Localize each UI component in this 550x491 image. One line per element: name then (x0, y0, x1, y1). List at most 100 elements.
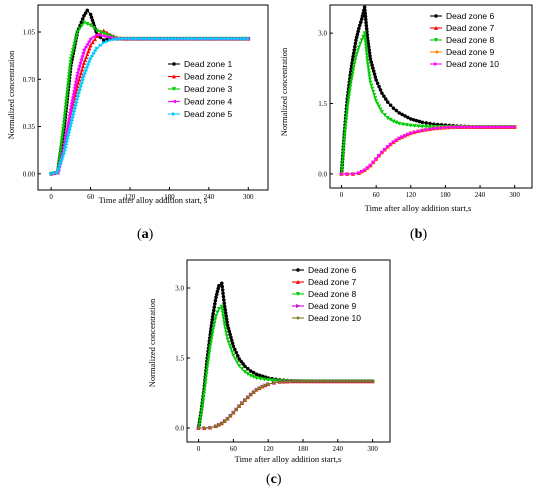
data-point (92, 37, 97, 42)
legend-label: Dead zone 6 (308, 265, 356, 275)
data-point (229, 335, 233, 340)
data-point (79, 57, 84, 62)
data-point (52, 171, 57, 176)
data-point (364, 50, 369, 55)
data-point (229, 338, 234, 343)
data-point (352, 61, 357, 66)
data-point (85, 52, 90, 57)
data-point (374, 99, 379, 104)
data-point (367, 74, 372, 79)
legend-label: Dead zone 9 (446, 47, 494, 57)
panel-b-ylabel: Normalized concentration (279, 47, 289, 136)
data-point (208, 425, 213, 430)
panel-c: Normalized concentration Time after allo… (147, 259, 391, 487)
data-point (95, 28, 100, 33)
x-tick-label: 300 (243, 193, 254, 201)
data-point (144, 36, 149, 41)
data-point (233, 347, 237, 352)
data-point (371, 69, 376, 73)
data-point (80, 50, 85, 55)
data-point (124, 36, 129, 41)
x-tick-label: 300 (367, 445, 378, 453)
data-point (83, 11, 88, 15)
data-point (365, 165, 370, 170)
data-point (75, 97, 80, 102)
data-point (231, 353, 236, 358)
data-point (363, 14, 368, 19)
legend-marker (171, 87, 177, 92)
data-point (364, 23, 369, 28)
data-point (88, 23, 93, 28)
data-point (221, 294, 226, 299)
data-point (277, 379, 282, 384)
data-point (73, 39, 78, 44)
data-point (209, 337, 214, 342)
data-point (233, 357, 238, 362)
x-tick-label: 120 (263, 445, 274, 453)
x-tick-label: 0 (340, 191, 344, 199)
data-point (363, 8, 367, 13)
data-point (225, 416, 230, 421)
data-point (81, 77, 86, 82)
data-point (225, 323, 230, 328)
data-point (356, 45, 361, 50)
data-point (197, 422, 202, 427)
data-point (79, 84, 84, 89)
plot-frame (186, 259, 391, 443)
data-point (177, 36, 182, 41)
data-point (225, 320, 229, 325)
legend-label: Dead zone 8 (446, 35, 494, 45)
data-point (227, 343, 232, 349)
data-point (240, 367, 245, 372)
data-point (344, 379, 349, 384)
data-point (76, 94, 81, 99)
data-point (368, 80, 373, 85)
data-point (61, 124, 66, 129)
data-point (254, 387, 259, 392)
data-point (335, 379, 340, 384)
data-point (431, 126, 437, 131)
data-point (157, 36, 162, 41)
data-point (86, 49, 91, 54)
data-point (213, 317, 218, 322)
data-point (66, 136, 71, 141)
data-point (382, 94, 386, 99)
data-point (174, 36, 179, 41)
data-point (359, 17, 364, 21)
data-point (351, 379, 356, 384)
data-point (91, 26, 96, 31)
data-point (373, 75, 378, 79)
panel-c-plot: 0 60 120 180 240 300 0.0 1.5 3.0 (175, 259, 391, 453)
data-point (371, 160, 376, 165)
data-point (233, 36, 238, 41)
data-point (424, 124, 429, 129)
data-point (404, 123, 409, 128)
data-point (202, 426, 207, 430)
data-point (81, 64, 86, 69)
data-point (82, 13, 86, 18)
data-point (359, 169, 364, 174)
panel-c-letter: c (271, 472, 277, 487)
data-point (237, 357, 242, 361)
data-point (86, 39, 91, 44)
data-point (193, 36, 198, 41)
data-point (345, 171, 350, 176)
data-point (364, 20, 368, 25)
data-point (85, 22, 90, 27)
data-point (222, 304, 227, 309)
data-point (362, 5, 367, 10)
x-tick-label: 240 (333, 445, 344, 453)
data-point (134, 36, 139, 41)
data-point (509, 124, 514, 130)
data-point (222, 320, 227, 325)
data-point (420, 124, 425, 129)
data-point (196, 426, 201, 430)
data-point (71, 48, 76, 53)
data-point (81, 20, 87, 25)
data-point (362, 168, 367, 173)
data-point (424, 121, 429, 125)
data-point (61, 154, 66, 159)
data-point (220, 284, 225, 289)
data-point (354, 35, 359, 40)
data-point (353, 54, 358, 59)
